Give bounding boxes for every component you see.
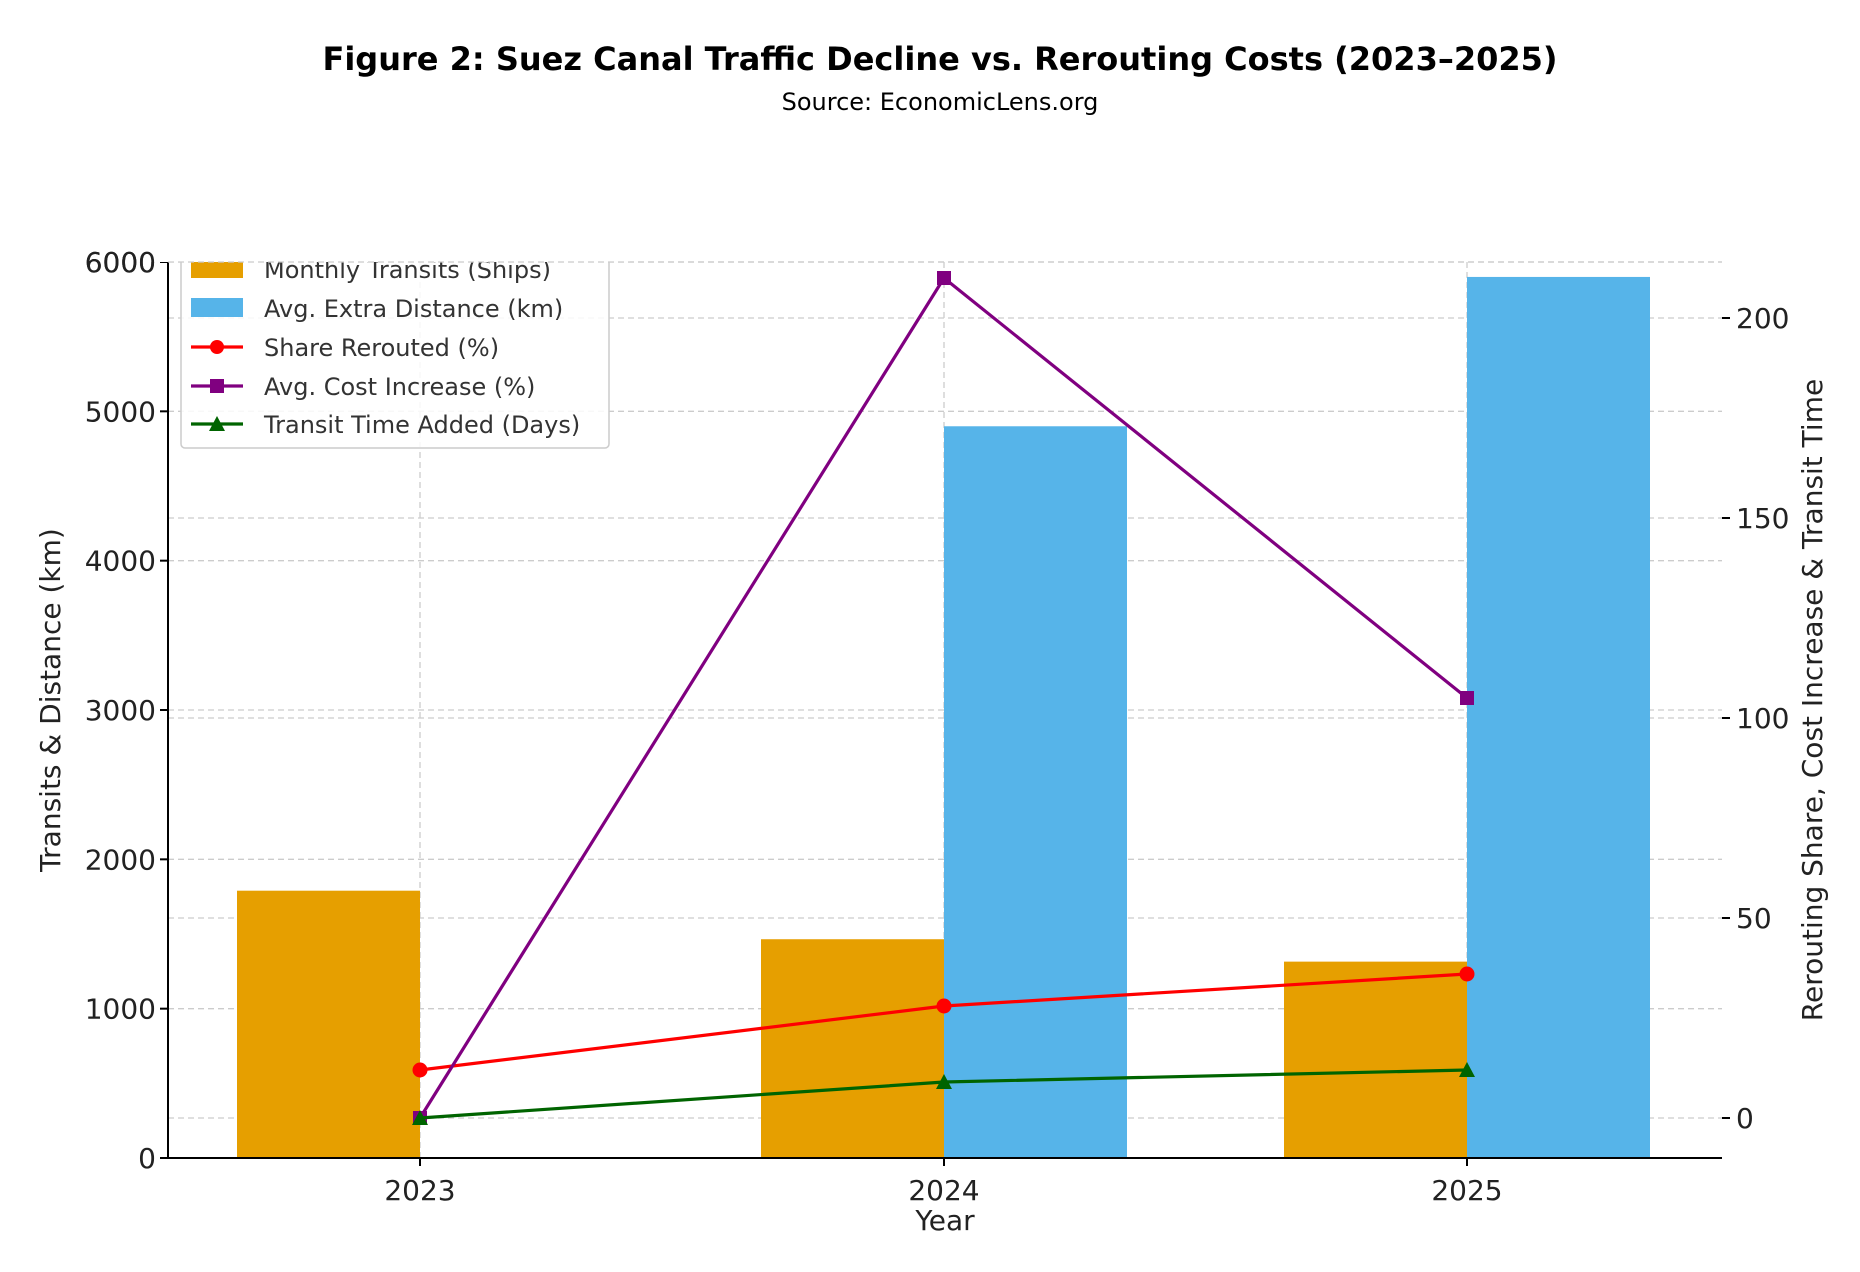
- y-tick-label: 6000: [85, 246, 156, 279]
- axes: [160, 261, 1730, 1166]
- y-tick-label: 5000: [85, 395, 156, 428]
- y2-tick-label: 0: [1736, 1102, 1754, 1135]
- marker-2-2025: [1459, 1062, 1475, 1077]
- y2-tick-label: 200: [1736, 302, 1789, 335]
- y-tick-label: 4000: [85, 545, 156, 578]
- y2-tick-label: 150: [1736, 502, 1789, 535]
- bar-1-2025: [1467, 276, 1650, 1158]
- marker-0-2025: [1459, 966, 1475, 982]
- lines: [412, 271, 1475, 1125]
- legend-label-1: Avg. Extra Distance (km): [264, 295, 563, 323]
- y-tick-label: 3000: [85, 694, 156, 727]
- legend-marker-3: [210, 379, 224, 393]
- y-tick-label: 2000: [85, 843, 156, 876]
- y2-tick-label: 100: [1736, 702, 1789, 735]
- y-tick-label-top: 6000: [85, 246, 156, 279]
- legend-swatch-1: [191, 298, 243, 317]
- marker-0-2024: [936, 998, 952, 1014]
- bar-0-2024: [761, 939, 944, 1158]
- y-tick-label: 0: [138, 1142, 156, 1175]
- x-tick-label: 2023: [384, 1174, 455, 1207]
- bar-0-2023: [237, 890, 420, 1158]
- legend-swatch-0: [191, 259, 243, 278]
- x-tick-label: 2024: [908, 1174, 979, 1207]
- y-axis-label: Transits & Distance (km): [34, 528, 67, 873]
- bar-0-2025: [1284, 961, 1467, 1158]
- legend-clip-mask: [150, 130, 630, 262]
- marker-1-2024: [937, 271, 951, 285]
- bars: [237, 276, 1650, 1158]
- marker-2-2024: [936, 1074, 952, 1089]
- marker-0-2023: [412, 1062, 428, 1078]
- legend-marker-4: [209, 416, 225, 431]
- chart-title: Figure 2: Suez Canal Traffic Decline vs.…: [322, 40, 1557, 78]
- x-axis-label: Year: [914, 1204, 975, 1237]
- legend-marker-2: [210, 340, 224, 354]
- y-tick-label: 1000: [85, 993, 156, 1026]
- legend-label-4: Transit Time Added (Days): [263, 411, 580, 439]
- x-tick-label: 2025: [1431, 1174, 1502, 1207]
- y2-axis-label: Rerouting Share, Cost Increase & Transit…: [1796, 379, 1829, 1021]
- marker-2-2023: [412, 1110, 428, 1125]
- bar-1-2024: [944, 426, 1127, 1158]
- tick-labels: 0 1000 2000 3000 4000 5000 6000 0 50 100 150 200 202…: [85, 246, 1790, 1207]
- legend-label-3: Avg. Cost Increase (%): [264, 373, 535, 401]
- legend: Monthly Transits (Ships)Avg. Extra Dista…: [85, 130, 1722, 449]
- y2-tick-label: 50: [1736, 902, 1772, 935]
- marker-1-2025: [1460, 691, 1474, 705]
- legend-label-2: Share Rerouted (%): [264, 334, 499, 362]
- chart-subtitle: Source: EconomicLens.org: [782, 88, 1099, 116]
